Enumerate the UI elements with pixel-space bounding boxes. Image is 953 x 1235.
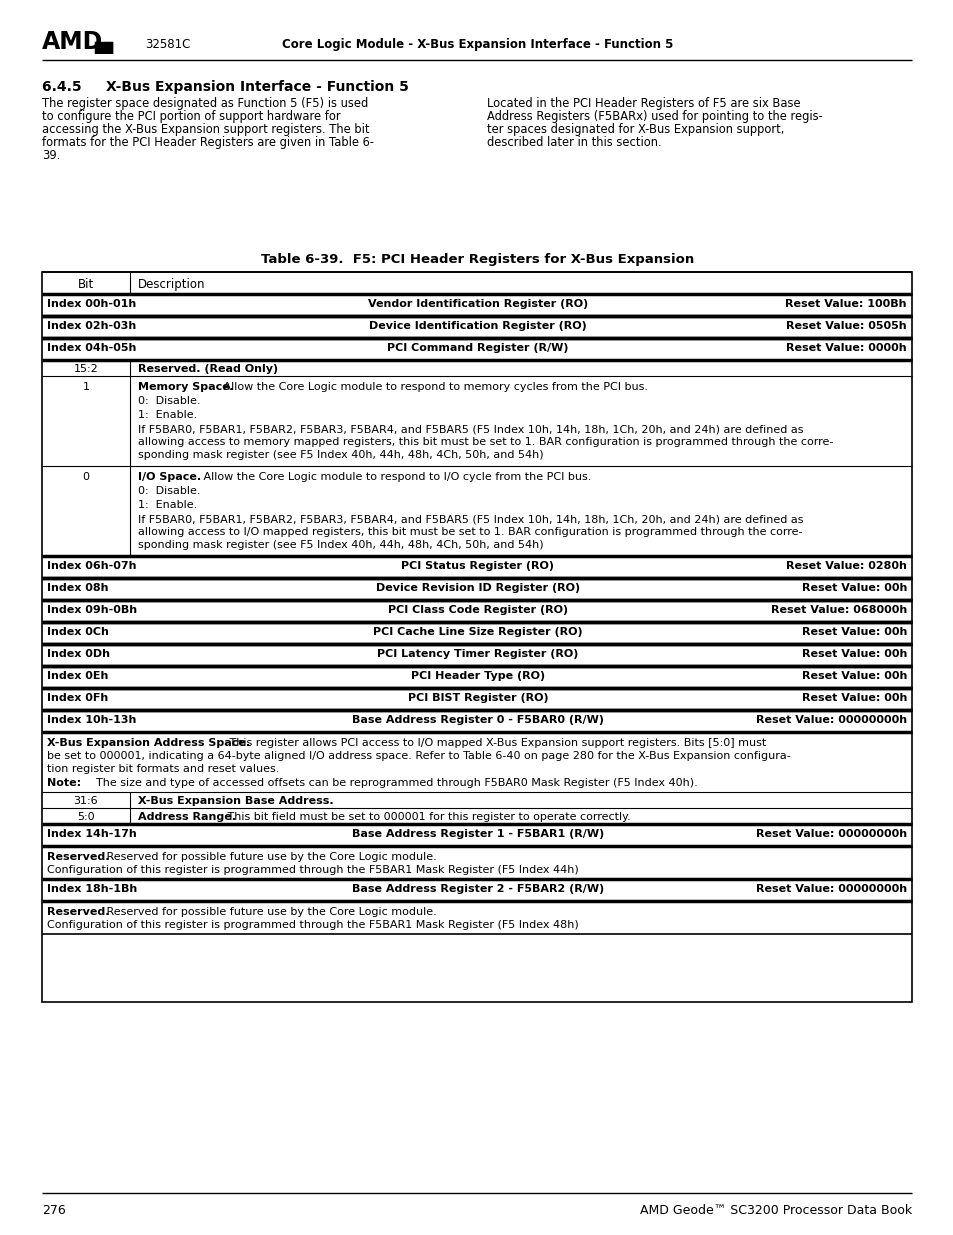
Text: PCI Header Type (RO): PCI Header Type (RO) [411, 671, 544, 680]
Text: Reserved for possible future use by the Core Logic module.: Reserved for possible future use by the … [103, 906, 436, 918]
Text: Base Address Register 1 - F5BAR1 (R/W): Base Address Register 1 - F5BAR1 (R/W) [352, 829, 603, 839]
Text: Table 6-39.  F5: PCI Header Registers for X-Bus Expansion: Table 6-39. F5: PCI Header Registers for… [261, 253, 694, 266]
Text: Index 00h-01h: Index 00h-01h [47, 299, 136, 309]
Text: If F5BAR0, F5BAR1, F5BAR2, F5BAR3, F5BAR4, and F5BAR5 (F5 Index 10h, 14h, 18h, 1: If F5BAR0, F5BAR1, F5BAR2, F5BAR3, F5BAR… [138, 514, 802, 524]
Text: 31:6: 31:6 [73, 797, 98, 806]
Text: Allow the Core Logic module to respond to I/O cycle from the PCI bus.: Allow the Core Logic module to respond t… [200, 472, 591, 482]
Text: ▄: ▄ [94, 30, 112, 54]
Text: PCI Status Register (RO): PCI Status Register (RO) [401, 561, 554, 571]
Text: sponding mask register (see F5 Index 40h, 44h, 48h, 4Ch, 50h, and 54h): sponding mask register (see F5 Index 40h… [138, 450, 543, 459]
Text: 6.4.5     X-Bus Expansion Interface - Function 5: 6.4.5 X-Bus Expansion Interface - Functi… [42, 80, 409, 94]
Text: This bit field must be set to 000001 for this register to operate correctly.: This bit field must be set to 000001 for… [224, 811, 630, 823]
Text: Vendor Identification Register (RO): Vendor Identification Register (RO) [368, 299, 587, 309]
Text: 32581C: 32581C [145, 38, 191, 51]
Text: accessing the X-Bus Expansion support registers. The bit: accessing the X-Bus Expansion support re… [42, 124, 369, 136]
Text: Reserved for possible future use by the Core Logic module.: Reserved for possible future use by the … [103, 852, 436, 862]
Text: 39.: 39. [42, 149, 60, 162]
Text: Reset Value: 00h: Reset Value: 00h [801, 583, 906, 593]
Text: PCI Cache Line Size Register (RO): PCI Cache Line Size Register (RO) [373, 627, 582, 637]
Text: Index 08h: Index 08h [47, 583, 109, 593]
Text: Reset Value: 00000000h: Reset Value: 00000000h [755, 829, 906, 839]
Text: Base Address Register 0 - F5BAR0 (R/W): Base Address Register 0 - F5BAR0 (R/W) [352, 715, 603, 725]
Text: PCI Latency Timer Register (RO): PCI Latency Timer Register (RO) [377, 650, 578, 659]
Bar [42, 272, 911, 1002]
Text: Reserved.: Reserved. [47, 906, 110, 918]
Text: ter spaces designated for X-Bus Expansion support,: ter spaces designated for X-Bus Expansio… [486, 124, 783, 136]
Text: formats for the PCI Header Registers are given in Table 6-: formats for the PCI Header Registers are… [42, 136, 374, 149]
Text: 1:  Enable.: 1: Enable. [138, 500, 197, 510]
Text: Reset Value: 00h: Reset Value: 00h [801, 693, 906, 703]
Text: Description: Description [138, 278, 205, 291]
Text: Index 0Fh: Index 0Fh [47, 693, 108, 703]
Text: X-Bus Expansion Base Address.: X-Bus Expansion Base Address. [138, 797, 334, 806]
Text: Index 06h-07h: Index 06h-07h [47, 561, 136, 571]
Text: This register allows PCI access to I/O mapped X-Bus Expansion support registers.: This register allows PCI access to I/O m… [226, 739, 765, 748]
Text: 15:2: 15:2 [73, 364, 98, 374]
Text: 1:  Enable.: 1: Enable. [138, 410, 197, 420]
Text: Core Logic Module - X-Bus Expansion Interface - Function 5: Core Logic Module - X-Bus Expansion Inte… [282, 38, 673, 51]
Text: Reset Value: 00h: Reset Value: 00h [801, 627, 906, 637]
Text: Reset Value: 00h: Reset Value: 00h [801, 650, 906, 659]
Text: to configure the PCI portion of support hardware for: to configure the PCI portion of support … [42, 110, 340, 124]
Text: tion register bit formats and reset values.: tion register bit formats and reset valu… [47, 764, 279, 774]
Text: PCI Class Code Register (RO): PCI Class Code Register (RO) [388, 605, 567, 615]
Text: Configuration of this register is programmed through the F5BAR1 Mask Register (F: Configuration of this register is progra… [47, 920, 578, 930]
Text: 1: 1 [82, 382, 90, 391]
Text: The size and type of accessed offsets can be reprogrammed through F5BAR0 Mask Re: The size and type of accessed offsets ca… [82, 778, 697, 788]
Text: Index 10h-13h: Index 10h-13h [47, 715, 136, 725]
Text: AMD: AMD [42, 30, 103, 54]
Text: allowing access to memory mapped registers, this bit must be set to 1. BAR confi: allowing access to memory mapped registe… [138, 437, 833, 447]
Text: Allow the Core Logic module to respond to memory cycles from the PCI bus.: Allow the Core Logic module to respond t… [220, 382, 647, 391]
Text: Address Range.: Address Range. [138, 811, 235, 823]
Text: Located in the PCI Header Registers of F5 are six Base: Located in the PCI Header Registers of F… [486, 98, 800, 110]
Text: Reset Value: 00h: Reset Value: 00h [801, 671, 906, 680]
Text: PCI BIST Register (RO): PCI BIST Register (RO) [407, 693, 548, 703]
Text: Device Identification Register (RO): Device Identification Register (RO) [369, 321, 586, 331]
Text: Memory Space.: Memory Space. [138, 382, 233, 391]
Text: Reset Value: 00000000h: Reset Value: 00000000h [755, 715, 906, 725]
Text: 276: 276 [42, 1204, 66, 1216]
Text: Bit: Bit [78, 278, 94, 291]
Text: Device Revision ID Register (RO): Device Revision ID Register (RO) [375, 583, 579, 593]
Text: PCI Command Register (R/W): PCI Command Register (R/W) [387, 343, 568, 353]
Text: Index 0Dh: Index 0Dh [47, 650, 110, 659]
Text: be set to 000001, indicating a 64-byte aligned I/O address space. Refer to Table: be set to 000001, indicating a 64-byte a… [47, 751, 790, 761]
Text: Index 14h-17h: Index 14h-17h [47, 829, 136, 839]
Text: Reserved.: Reserved. [47, 852, 110, 862]
Text: Reset Value: 100Bh: Reset Value: 100Bh [784, 299, 906, 309]
Text: AMD Geode™ SC3200 Processor Data Book: AMD Geode™ SC3200 Processor Data Book [639, 1204, 911, 1216]
Text: sponding mask register (see F5 Index 40h, 44h, 48h, 4Ch, 50h, and 54h): sponding mask register (see F5 Index 40h… [138, 540, 543, 550]
Text: Note:: Note: [47, 778, 81, 788]
Text: Base Address Register 2 - F5BAR2 (R/W): Base Address Register 2 - F5BAR2 (R/W) [352, 884, 603, 894]
Text: X-Bus Expansion Address Space.: X-Bus Expansion Address Space. [47, 739, 250, 748]
Text: The register space designated as Function 5 (F5) is used: The register space designated as Functio… [42, 98, 368, 110]
Text: Index 0Ch: Index 0Ch [47, 627, 109, 637]
Text: 0:  Disable.: 0: Disable. [138, 396, 200, 406]
Text: Reset Value: 0000h: Reset Value: 0000h [785, 343, 906, 353]
Text: Reset Value: 00000000h: Reset Value: 00000000h [755, 884, 906, 894]
Text: If F5BAR0, F5BAR1, F5BAR2, F5BAR3, F5BAR4, and F5BAR5 (F5 Index 10h, 14h, 18h, 1: If F5BAR0, F5BAR1, F5BAR2, F5BAR3, F5BAR… [138, 424, 802, 433]
Text: described later in this section.: described later in this section. [486, 136, 661, 149]
Text: I/O Space.: I/O Space. [138, 472, 201, 482]
Text: Reset Value: 068000h: Reset Value: 068000h [770, 605, 906, 615]
Text: Address Registers (F5BARx) used for pointing to the regis-: Address Registers (F5BARx) used for poin… [486, 110, 821, 124]
Text: Index 09h-0Bh: Index 09h-0Bh [47, 605, 137, 615]
Text: 5:0: 5:0 [77, 811, 94, 823]
Text: Reserved. (Read Only): Reserved. (Read Only) [138, 364, 278, 374]
Text: Index 0Eh: Index 0Eh [47, 671, 109, 680]
Text: 0: 0 [82, 472, 90, 482]
Text: 0:  Disable.: 0: Disable. [138, 487, 200, 496]
Text: Index 04h-05h: Index 04h-05h [47, 343, 136, 353]
Text: Index 02h-03h: Index 02h-03h [47, 321, 136, 331]
Text: Configuration of this register is programmed through the F5BAR1 Mask Register (F: Configuration of this register is progra… [47, 864, 578, 876]
Text: allowing access to I/O mapped registers, this bit must be set to 1. BAR configur: allowing access to I/O mapped registers,… [138, 527, 801, 537]
Text: Reset Value: 0280h: Reset Value: 0280h [785, 561, 906, 571]
Text: Reset Value: 0505h: Reset Value: 0505h [785, 321, 906, 331]
Text: Index 18h-1Bh: Index 18h-1Bh [47, 884, 137, 894]
